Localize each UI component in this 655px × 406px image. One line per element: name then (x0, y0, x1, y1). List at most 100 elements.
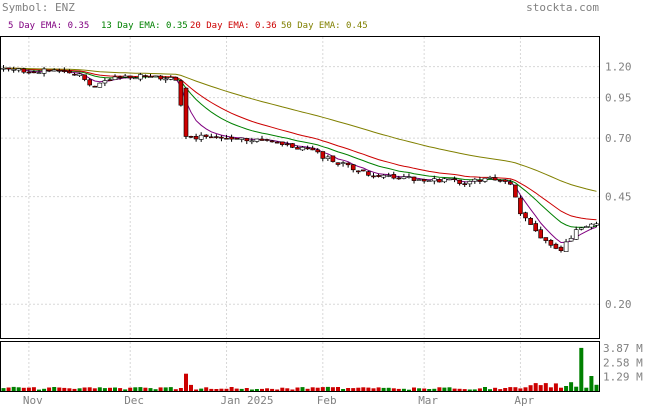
volume-bar (325, 386, 330, 391)
candle (107, 77, 113, 81)
volume-bar (584, 387, 589, 391)
volume-bar (488, 389, 492, 391)
candle (153, 75, 158, 78)
volume-bar (67, 388, 72, 391)
candle (371, 172, 376, 179)
volume-bar (280, 387, 285, 391)
volume-bar (72, 388, 77, 391)
volume-bar (513, 387, 518, 391)
candle (340, 161, 346, 167)
candle (401, 173, 407, 180)
candle (36, 70, 42, 75)
candle (360, 169, 366, 172)
volume-bar (346, 388, 351, 391)
candle (568, 235, 574, 242)
volume-tick-label: 1.29 M (603, 371, 643, 384)
candle (391, 171, 397, 180)
volume-bar (320, 387, 325, 391)
grid (1, 37, 599, 391)
volume-bar (462, 389, 467, 391)
volume-bar (102, 388, 107, 391)
volume-bar (184, 373, 188, 391)
candle (573, 226, 579, 240)
legend-ema50: 50 Day EMA: 0.45 (281, 21, 368, 31)
candle (41, 66, 47, 77)
candle (310, 145, 316, 151)
volume-bar (533, 383, 538, 391)
volume-bar (178, 388, 183, 391)
volume-bar (260, 388, 264, 391)
volume-bar (82, 387, 87, 391)
volume-bar (427, 389, 432, 391)
volume-bar (148, 388, 153, 391)
volume-axis: 3.87 M 2.58 M 1.29 M (603, 342, 643, 384)
volume-bar (442, 387, 447, 391)
candle (523, 211, 528, 222)
candle (102, 77, 108, 87)
candle (279, 141, 285, 147)
volume-bar (543, 383, 548, 391)
volume-bar (16, 387, 21, 391)
price-tick-label: 1.20 (605, 61, 632, 74)
volume-bar (447, 387, 452, 391)
candle (492, 174, 498, 181)
candle (396, 175, 402, 180)
candle (386, 172, 392, 178)
candle (411, 176, 417, 184)
candle (421, 178, 427, 184)
volume-bar (173, 389, 178, 391)
volume-bar (254, 389, 259, 391)
volume-bar (452, 388, 457, 391)
volume-bar (6, 387, 11, 391)
ema-lines (3, 67, 597, 244)
candle (51, 68, 57, 72)
ema-50-line (3, 67, 597, 192)
volume-bar (432, 388, 437, 391)
volume-bar (569, 382, 574, 391)
volume-bar (330, 387, 335, 391)
volume-bar (579, 347, 584, 391)
volume-bar (351, 388, 356, 391)
volume-bar (310, 387, 315, 391)
candle (97, 82, 103, 88)
volume-bar (189, 384, 193, 391)
volume-bar (21, 387, 26, 391)
candle (320, 151, 326, 162)
candle (578, 226, 584, 231)
volume-bar (87, 387, 92, 391)
candle (558, 245, 564, 253)
volume-bar (133, 387, 138, 391)
candle (122, 73, 128, 79)
candle (497, 179, 503, 183)
candle (143, 74, 148, 79)
candle (284, 141, 290, 147)
volume-bar (249, 389, 254, 391)
volume-bar (483, 387, 487, 391)
candle (563, 238, 569, 252)
price-panel (0, 36, 600, 339)
legend-ema5: 5 Day EMA: 0.35 (8, 21, 89, 31)
candle (178, 79, 184, 107)
candle (26, 69, 32, 75)
candle (528, 216, 533, 225)
volume-bar (564, 386, 569, 391)
candle (77, 72, 82, 77)
candle (315, 148, 321, 154)
volume-bar (62, 387, 67, 391)
candle (482, 177, 488, 183)
volume-bar (422, 388, 427, 391)
volume-bar (204, 387, 209, 391)
candle (133, 76, 138, 80)
volume-bar (523, 387, 528, 391)
volume-bar (457, 388, 462, 391)
candle (300, 145, 305, 151)
candle (214, 134, 219, 139)
volume-bar (336, 387, 340, 391)
candle (350, 164, 356, 173)
candle (259, 135, 265, 141)
candle (112, 74, 118, 81)
volume-bar (300, 387, 305, 391)
volume-bar (128, 387, 133, 391)
volume-bar (92, 388, 97, 391)
candle (325, 154, 331, 161)
